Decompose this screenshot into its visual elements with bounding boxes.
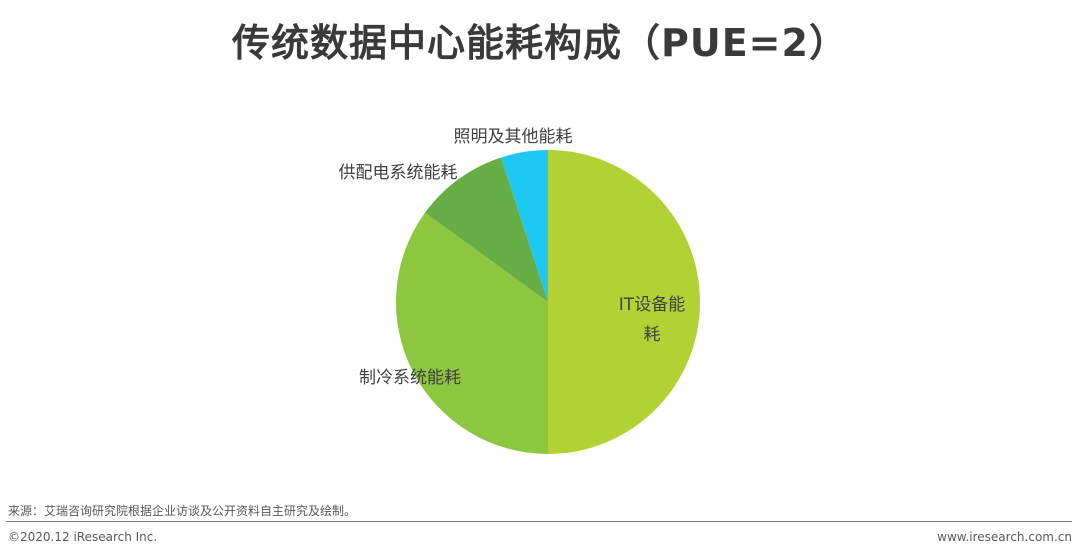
pie-slice-cooling-system xyxy=(396,212,548,454)
source-note: 来源：艾瑞咨询研究院根据企业访谈及公开资料自主研究及绘制。 xyxy=(8,504,357,518)
pie-slice-it-equipment xyxy=(548,150,700,454)
pie-slice-lighting-other xyxy=(501,150,548,302)
pie-slice-power-supply xyxy=(425,157,548,302)
slice-label-power-supply: 供配电系统能耗 xyxy=(339,163,458,183)
footer-divider xyxy=(6,521,1072,522)
website-text: www.iresearch.com.cn xyxy=(937,530,1072,544)
slice-label-lighting-other: 照明及其他能耗 xyxy=(454,127,573,147)
chart-title: 传统数据中心能耗构成（PUE=2） xyxy=(232,21,848,65)
copyright-text: ©2020.12 iResearch Inc. xyxy=(8,530,158,544)
slice-label-it-equipment: IT设备能耗 xyxy=(619,295,685,345)
slice-label-cooling-system: 制冷系统能耗 xyxy=(359,368,461,388)
